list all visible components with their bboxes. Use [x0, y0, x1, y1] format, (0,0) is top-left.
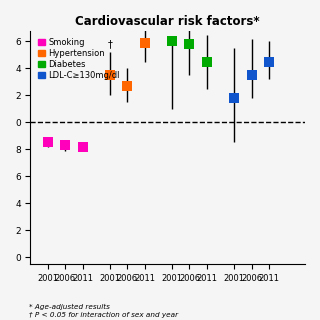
Legend: Smoking, Hypertension, Diabetes, LDL-C≥130mg/dl: Smoking, Hypertension, Diabetes, LDL-C≥1… — [37, 37, 121, 81]
Text: † P < 0.05 for interaction of sex and year: † P < 0.05 for interaction of sex and ye… — [29, 312, 178, 318]
Text: * Age-adjusted results: * Age-adjusted results — [29, 304, 110, 310]
Text: †: † — [108, 39, 112, 49]
Title: Cardiovascular risk factors*: Cardiovascular risk factors* — [76, 15, 260, 28]
